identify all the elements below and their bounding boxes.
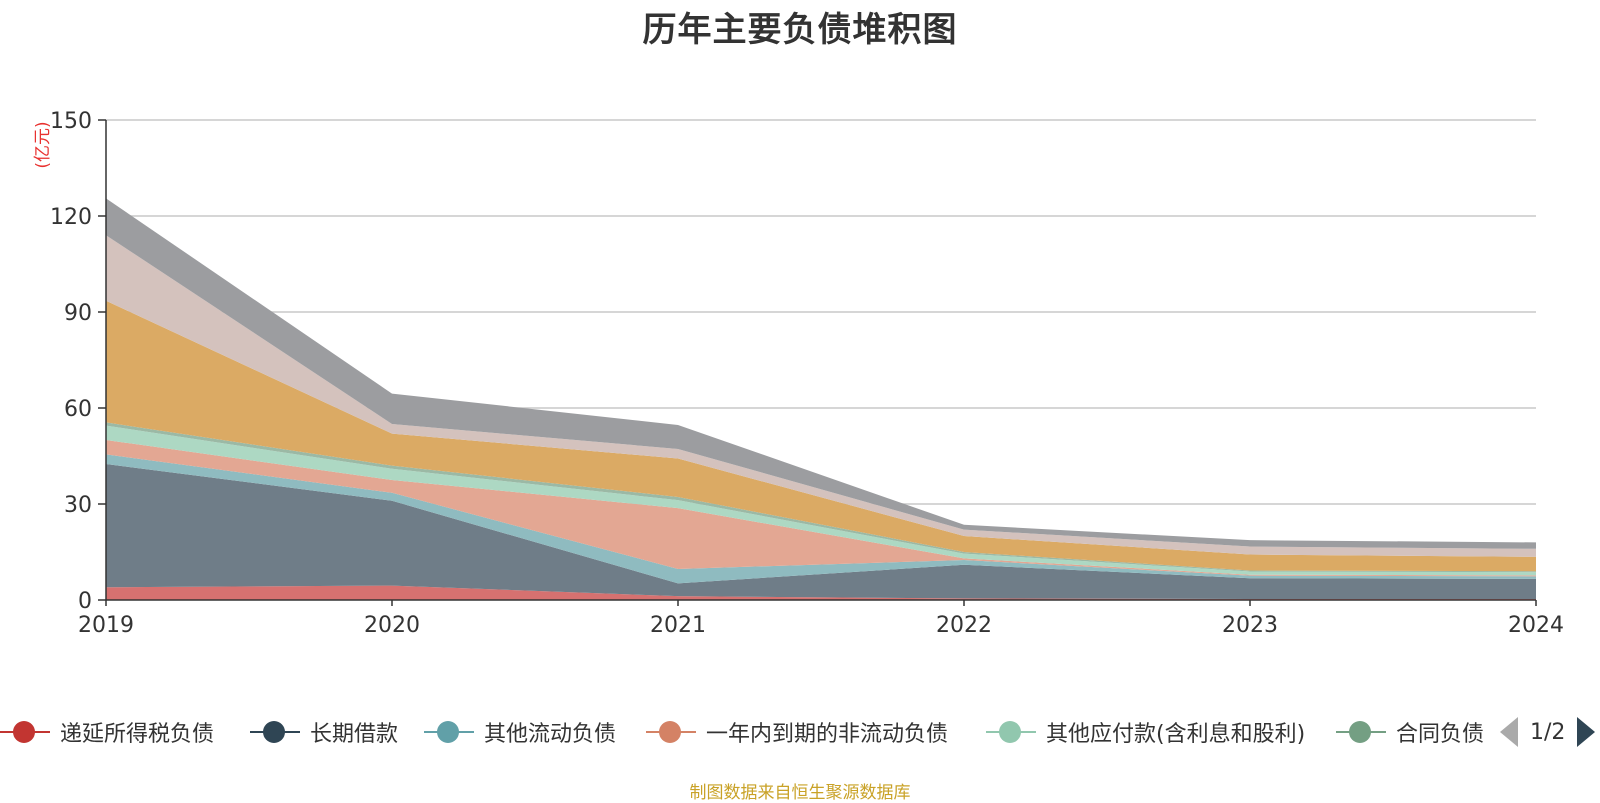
area-series-4 [106,440,1536,577]
area-series-7 [106,300,1536,572]
x-tick-label: 2022 [936,613,992,638]
legend-item[interactable]: 其他应付款(含利息和股利) [986,712,1305,752]
area-series-1 [106,585,1536,600]
legend-marker-icon [646,720,696,744]
area-series-2 [106,464,1536,600]
legend-label: 合同负债 [1396,722,1484,747]
legend-label: 其他流动负债 [484,722,617,747]
legend-pager: 1/2 [1500,712,1596,752]
y-tick-label: 60 [64,397,92,422]
legend-item[interactable]: 合同负债 [1336,712,1484,752]
legend-label: 一年内到期的非流动负债 [706,722,949,747]
y-tick-label: 30 [64,493,92,518]
legend-label: 其他应付款(含利息和股利) [1046,722,1306,747]
x-tick-label: 2024 [1508,613,1564,638]
y-tick-label: 120 [50,205,92,230]
legend-next-page-icon[interactable] [1577,717,1596,747]
chart-title: 历年主要负债堆积图 [642,10,958,50]
area-series-8 [106,235,1536,557]
data-source-note: 制图数据来自恒生聚源数据库 [689,783,911,803]
legend-label: 长期借款 [310,722,399,747]
legend-marker-icon [1336,720,1386,744]
y-tick-label: 150 [50,109,92,134]
x-tick-label: 2020 [364,613,420,638]
x-tick-label: 2019 [78,613,134,638]
area-series-9 [106,198,1536,549]
legend-item[interactable]: 长期借款 [250,712,398,752]
legend-item[interactable]: 递延所得税负债 [0,712,214,752]
legend-marker-icon [986,720,1036,744]
legend-item[interactable]: 一年内到期的非流动负债 [646,712,948,752]
y-axis-unit-label: (亿元) [33,121,53,168]
x-tick-label: 2021 [650,613,706,638]
x-tick-label: 2023 [1222,613,1278,638]
legend-marker-icon [0,720,50,744]
legend-marker-icon [250,720,300,744]
legend-marker-icon [424,720,474,744]
legend-item[interactable]: 其他流动负债 [424,712,616,752]
y-tick-label: 90 [64,301,92,326]
y-tick-label: 0 [78,589,92,614]
legend-page-indicator: 1/2 [1530,719,1566,745]
legend-prev-page-icon[interactable] [1500,717,1518,747]
area-series [106,198,1536,600]
legend: 递延所得税负债 长期借款 其他流动负债 一年内到期的非流动负债 其他应付款(含利息和股利… [0,712,1484,752]
legend-label: 递延所得税负债 [60,722,215,747]
axes: 0 30 60 90 120 150 2019 2020 2021 2022 2023 2024 [50,109,1564,638]
